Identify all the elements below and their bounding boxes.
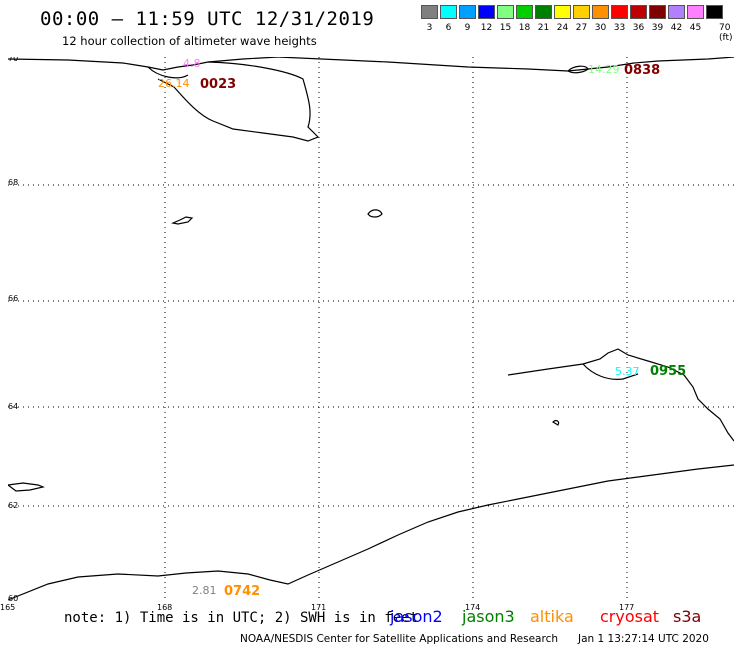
obs-time: 0023 (200, 77, 236, 92)
satellite-label: s3a (673, 607, 702, 626)
footer-note: note: 1) Time is in UTC; 2) SWH is in fe… (64, 610, 419, 626)
legend-swatch (516, 5, 533, 19)
legend-label: 39 (651, 23, 664, 33)
island (552, 419, 560, 426)
legend-label: 24 (556, 23, 569, 33)
credit-date: Jan 1 13:27:14 UTC 2020 (578, 633, 709, 645)
legend-swatch (497, 5, 514, 19)
legend-label: 15 (499, 23, 512, 33)
swh-value: 14.29 (588, 63, 620, 76)
legend-swatch (687, 5, 704, 19)
coastline-bay (582, 363, 639, 380)
graticule (8, 57, 734, 602)
map-canvas: 70 68 66 64 62 60 4.8 26.14 0023 14.29 0… (8, 57, 734, 602)
lon-label: 171 (311, 603, 327, 612)
satellite-label: cryosat (600, 607, 660, 626)
legend-swatch (706, 5, 723, 19)
lat-label: 62 (8, 501, 18, 510)
coastline-north (8, 57, 279, 71)
legend-label: 9 (464, 23, 471, 33)
legend-units: 70 (ft) (719, 23, 733, 43)
legend-swatch (573, 5, 590, 19)
legend-swatch (668, 5, 685, 19)
legend-label: 42 (670, 23, 683, 33)
legend-label: 21 (537, 23, 550, 33)
swh-value: 4.8 (183, 57, 201, 70)
legend-swatch (535, 5, 552, 19)
island (170, 216, 194, 225)
legend-swatch (649, 5, 666, 19)
map-title: 00:00 – 11:59 UTC 12/31/2019 (40, 8, 375, 30)
coastline-lagoon (147, 66, 189, 79)
satellite-label: jason2 (390, 607, 443, 626)
obs-time: 0838 (624, 63, 660, 78)
latitude-labels: 70 68 66 64 62 60 (8, 57, 18, 602)
lon-label: 168 (157, 603, 173, 612)
legend-label: 3 (426, 23, 433, 33)
lat-label: 60 (8, 594, 18, 602)
legend-label: 36 (632, 23, 645, 33)
obs-time: 0955 (650, 364, 686, 379)
coastline-northeast (277, 57, 734, 72)
legend-swatch (440, 5, 457, 19)
legend-label: 30 (594, 23, 607, 33)
lat-label: 70 (8, 57, 18, 63)
legend-label: 27 (575, 23, 588, 33)
map-subtitle: 12 hour collection of altimeter wave hei… (62, 34, 317, 48)
coastline-chukotka (507, 348, 734, 442)
legend-label: 45 (689, 23, 702, 33)
lon-label: 174 (465, 603, 481, 612)
island (567, 65, 589, 74)
legend-label: 12 (480, 23, 493, 33)
lat-label: 64 (8, 402, 18, 411)
lat-label: 68 (8, 178, 18, 187)
lon-label: 165 (0, 603, 16, 612)
legend-swatch (611, 5, 628, 19)
satellite-label: jason3 (462, 607, 515, 626)
satellite-label: altika (530, 607, 574, 626)
island (8, 482, 46, 492)
obs-time: 0742 (224, 584, 260, 599)
coastline-peninsula (157, 61, 320, 142)
legend-label: 33 (613, 23, 626, 33)
swh-value: 5.37 (615, 365, 640, 378)
swh-value: 2.81 (192, 584, 217, 597)
observations: 4.8 26.14 0023 14.29 0838 5.37 0955 2.81… (158, 57, 686, 599)
legend-swatch (554, 5, 571, 19)
island (367, 209, 383, 218)
legend-swatch (421, 5, 438, 19)
lat-label: 66 (8, 294, 18, 303)
legend-swatch (592, 5, 609, 19)
legend-swatch (478, 5, 495, 19)
legend-swatch (630, 5, 647, 19)
coastline (8, 57, 734, 601)
legend-label: 6 (445, 23, 452, 33)
credit-text: NOAA/NESDIS Center for Satellite Applica… (240, 633, 558, 645)
legend-swatch (459, 5, 476, 19)
swh-value: 26.14 (158, 77, 190, 90)
legend-label: 18 (518, 23, 531, 33)
coastline-south (8, 464, 734, 601)
lon-label: 177 (619, 603, 635, 612)
